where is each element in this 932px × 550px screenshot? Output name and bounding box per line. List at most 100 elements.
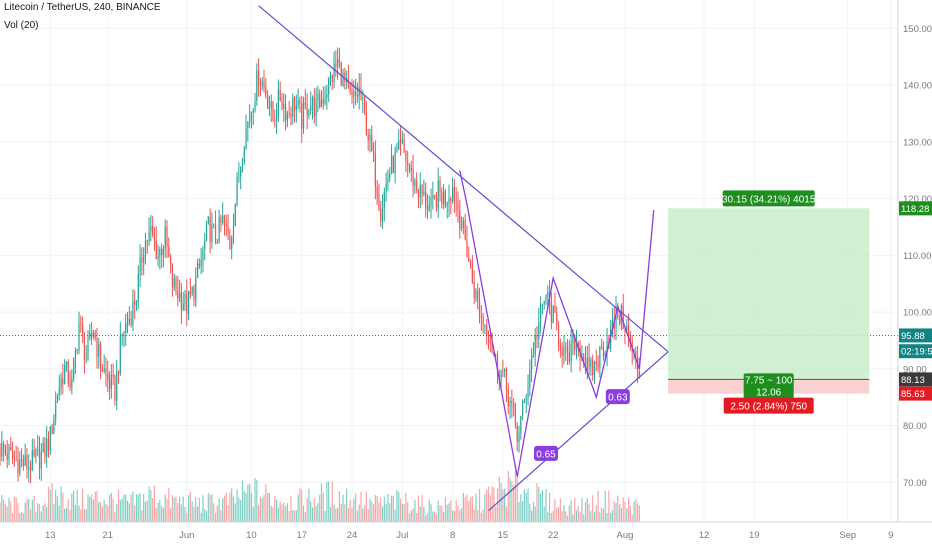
candle-body	[29, 467, 32, 471]
candle-body	[304, 102, 306, 105]
candle-body	[13, 458, 15, 460]
candle-body	[205, 223, 208, 241]
volume-bar	[31, 499, 33, 522]
candle-body	[155, 241, 157, 260]
candle-body	[112, 374, 114, 378]
volume-bar	[44, 503, 46, 522]
volume-bar	[401, 503, 403, 522]
candle-body	[532, 355, 535, 357]
candle-body	[202, 249, 204, 260]
candle-body	[274, 120, 276, 122]
candle-body	[367, 134, 369, 141]
candle-body	[340, 62, 342, 86]
volume-bar	[216, 505, 218, 522]
volume-bar	[283, 502, 285, 522]
volume-bar	[198, 497, 200, 522]
candle-body	[99, 344, 102, 369]
candle-body	[162, 248, 165, 256]
volume-bar	[455, 500, 457, 522]
volume-bar	[538, 487, 540, 522]
candle-body	[31, 449, 33, 471]
volume-bar	[550, 512, 552, 522]
volume-bar	[103, 500, 105, 522]
candle-body	[204, 240, 206, 250]
volume-bar	[15, 497, 17, 522]
candle-body	[457, 202, 459, 211]
volume-bar	[378, 502, 380, 522]
volume-bar	[353, 498, 355, 522]
candle-body	[22, 459, 24, 466]
candle-body	[471, 264, 473, 282]
volume-bar	[514, 465, 517, 522]
volume-bar	[177, 502, 179, 522]
price-tag-label: 118.28	[901, 204, 929, 215]
volume-bar	[351, 507, 353, 522]
volume-indicator-label: Vol (20)	[4, 20, 39, 31]
candle-body	[108, 379, 111, 389]
candle-body	[509, 401, 511, 407]
volume-bar	[65, 508, 68, 522]
candle-body	[349, 85, 351, 91]
candle-body	[369, 134, 371, 141]
candle-body	[227, 226, 229, 236]
candle-body	[94, 332, 96, 338]
candle-body	[487, 335, 490, 340]
volume-bar	[223, 495, 226, 522]
candle-body	[222, 215, 224, 224]
candle-body	[236, 177, 238, 205]
volume-bar	[47, 486, 50, 522]
candle-body	[329, 75, 332, 78]
volume-bar	[554, 499, 556, 522]
candle-body	[365, 110, 367, 135]
candle-body	[37, 449, 39, 451]
y-tick-label: 90.00	[903, 364, 927, 375]
volume-bar	[20, 512, 23, 522]
candle-body	[218, 217, 220, 244]
candle-body	[460, 227, 463, 229]
candle-body	[577, 343, 579, 348]
candle-body	[496, 355, 499, 375]
candle-body	[17, 459, 19, 474]
candle-body	[606, 341, 608, 353]
volume-bar	[168, 487, 170, 522]
volume-bars	[0, 465, 640, 522]
volume-bar	[258, 504, 260, 522]
volume-bar	[509, 477, 511, 522]
volume-bar	[328, 481, 330, 522]
volume-bar	[601, 507, 603, 522]
candle-body	[44, 442, 46, 457]
candle-body	[574, 334, 576, 351]
volume-bar	[141, 510, 143, 522]
candle-body	[46, 438, 48, 457]
volume-bar	[575, 510, 578, 522]
candle-body	[295, 105, 297, 111]
volume-bar	[335, 508, 337, 522]
candle-body	[399, 140, 402, 144]
candle-body	[207, 216, 209, 224]
volume-bar	[157, 502, 159, 522]
candle-body	[10, 447, 12, 451]
price-tag-label: 85.63	[901, 389, 925, 400]
volume-bar	[263, 494, 265, 522]
candle-body	[69, 383, 71, 388]
candle-body	[550, 301, 552, 323]
candle-body	[4, 449, 6, 454]
volume-bar	[295, 510, 297, 522]
volume-bar	[403, 503, 405, 522]
ratio-sub-label: 12.06	[756, 387, 781, 398]
volume-bar	[293, 510, 296, 522]
candle-body	[531, 356, 533, 370]
volume-bar	[441, 505, 443, 522]
candle-body	[426, 207, 429, 211]
candle-body	[0, 448, 1, 457]
volume-bar	[355, 493, 357, 522]
volume-bar	[73, 490, 75, 522]
candle-body	[302, 102, 305, 129]
candle-body	[443, 191, 445, 204]
candle-body	[518, 433, 520, 443]
volume-bar	[205, 511, 208, 522]
volume-bar	[56, 496, 59, 522]
volume-bar	[232, 496, 235, 522]
